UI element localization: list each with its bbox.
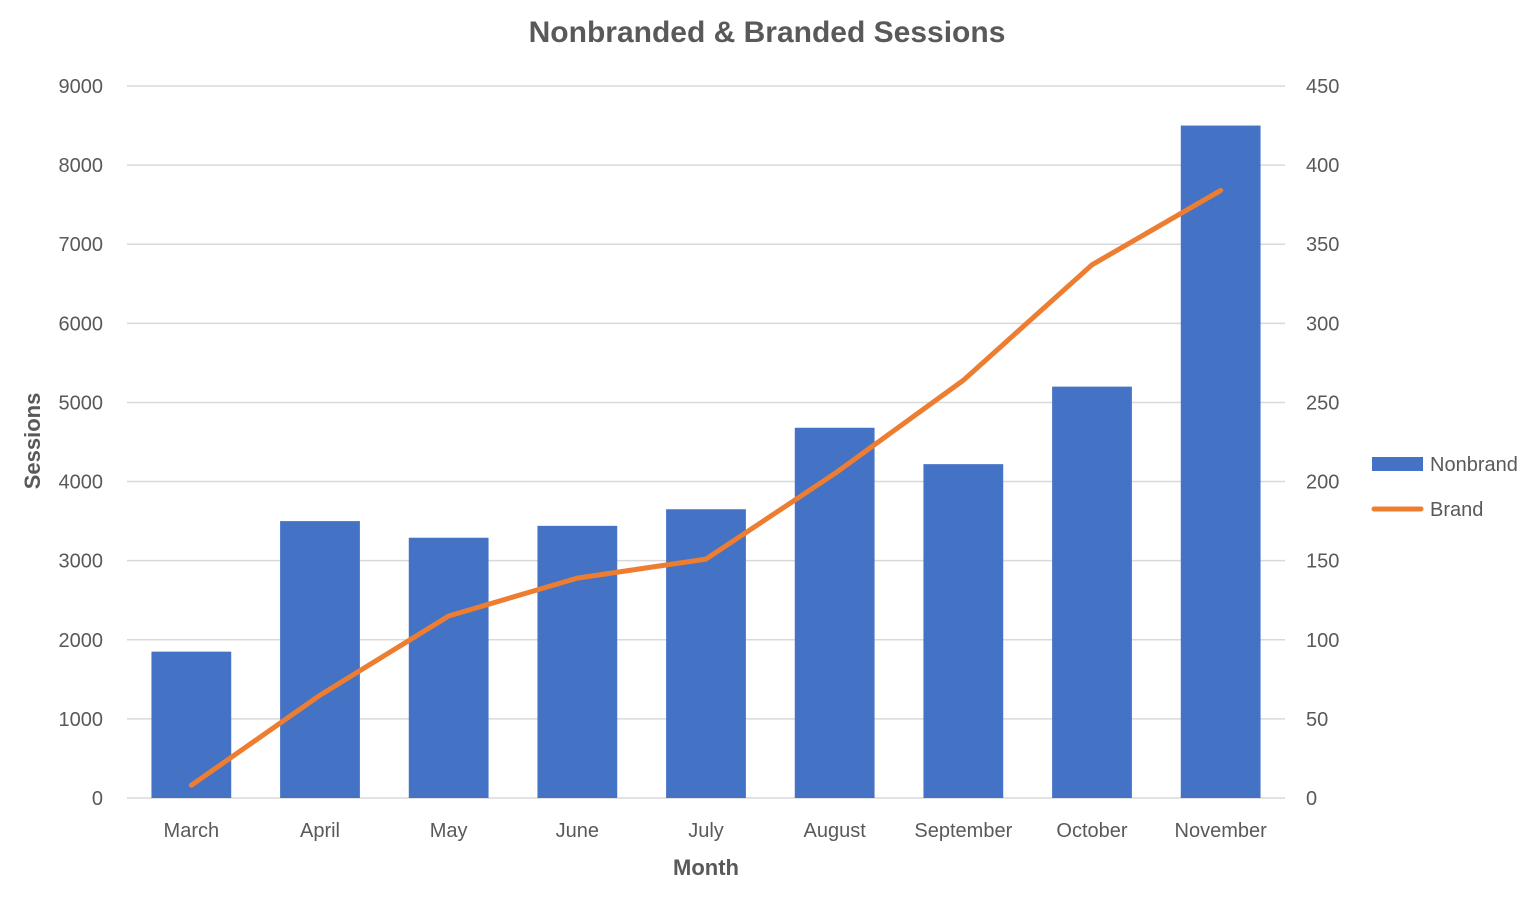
y-left-tick-label: 9000 (59, 76, 104, 98)
bar-may (408, 537, 489, 798)
chart-title: Nonbranded & Branded Sessions (529, 16, 1006, 49)
x-tick-label: November (1175, 820, 1268, 842)
legend-label-nonbrand: Nonbrand (1430, 454, 1518, 476)
bar-july (666, 509, 746, 798)
y-right-tick-label: 350 (1306, 234, 1339, 256)
y-right-tick-label: 100 (1306, 630, 1339, 652)
y-left-tick-label: 0 (92, 788, 103, 810)
x-tick-label: August (804, 820, 867, 842)
x-tick-label: July (688, 820, 724, 842)
x-axis: March April May June July August September Octo… (164, 820, 1268, 842)
legend-label-brand: Brand (1430, 499, 1483, 521)
y-left-tick-label: 4000 (59, 472, 104, 494)
legend: Nonbrand Brand (1371, 454, 1518, 521)
y-right-tick-label: 150 (1306, 551, 1339, 573)
bar-october (1052, 386, 1132, 798)
x-tick-label: September (914, 820, 1012, 842)
y-left-tick-label: 3000 (59, 551, 104, 573)
y-axis-left: 0 1000 2000 3000 4000 5000 6000 7000 8000 9000 (59, 76, 104, 810)
y-right-tick-label: 200 (1306, 472, 1339, 494)
x-tick-label: October (1056, 820, 1127, 842)
y-right-tick-label: 400 (1306, 155, 1339, 177)
y-right-tick-label: 0 (1306, 788, 1317, 810)
y-axis-title: Sessions (20, 393, 45, 490)
y-right-tick-label: 50 (1306, 709, 1328, 731)
x-tick-label: March (164, 820, 220, 842)
y-right-tick-label: 450 (1306, 76, 1339, 98)
x-tick-label: April (300, 820, 340, 842)
x-tick-label: June (556, 820, 599, 842)
y-left-tick-label: 7000 (59, 234, 104, 256)
y-left-tick-label: 2000 (59, 630, 104, 652)
bar-march (151, 651, 232, 798)
bar-november (1180, 125, 1261, 799)
x-tick-label: May (430, 820, 468, 842)
bar-june (537, 525, 618, 798)
y-right-tick-label: 300 (1306, 313, 1339, 335)
legend-swatch-nonbrand (1372, 457, 1423, 471)
y-left-tick-label: 1000 (59, 709, 104, 731)
y-left-tick-label: 8000 (59, 155, 104, 177)
bar-april (280, 521, 360, 798)
x-axis-title: Month (673, 855, 739, 880)
y-axis-right: 0 50 100 150 200 250 300 350 400 450 (1306, 76, 1339, 810)
y-left-tick-label: 5000 (59, 392, 104, 414)
bar-september (923, 464, 1004, 798)
bar-august (794, 427, 875, 798)
nonbrand-bars (151, 125, 1261, 799)
y-right-tick-label: 250 (1306, 392, 1339, 414)
y-left-tick-label: 6000 (59, 313, 104, 335)
brand-line-layer (188, 187, 1224, 788)
